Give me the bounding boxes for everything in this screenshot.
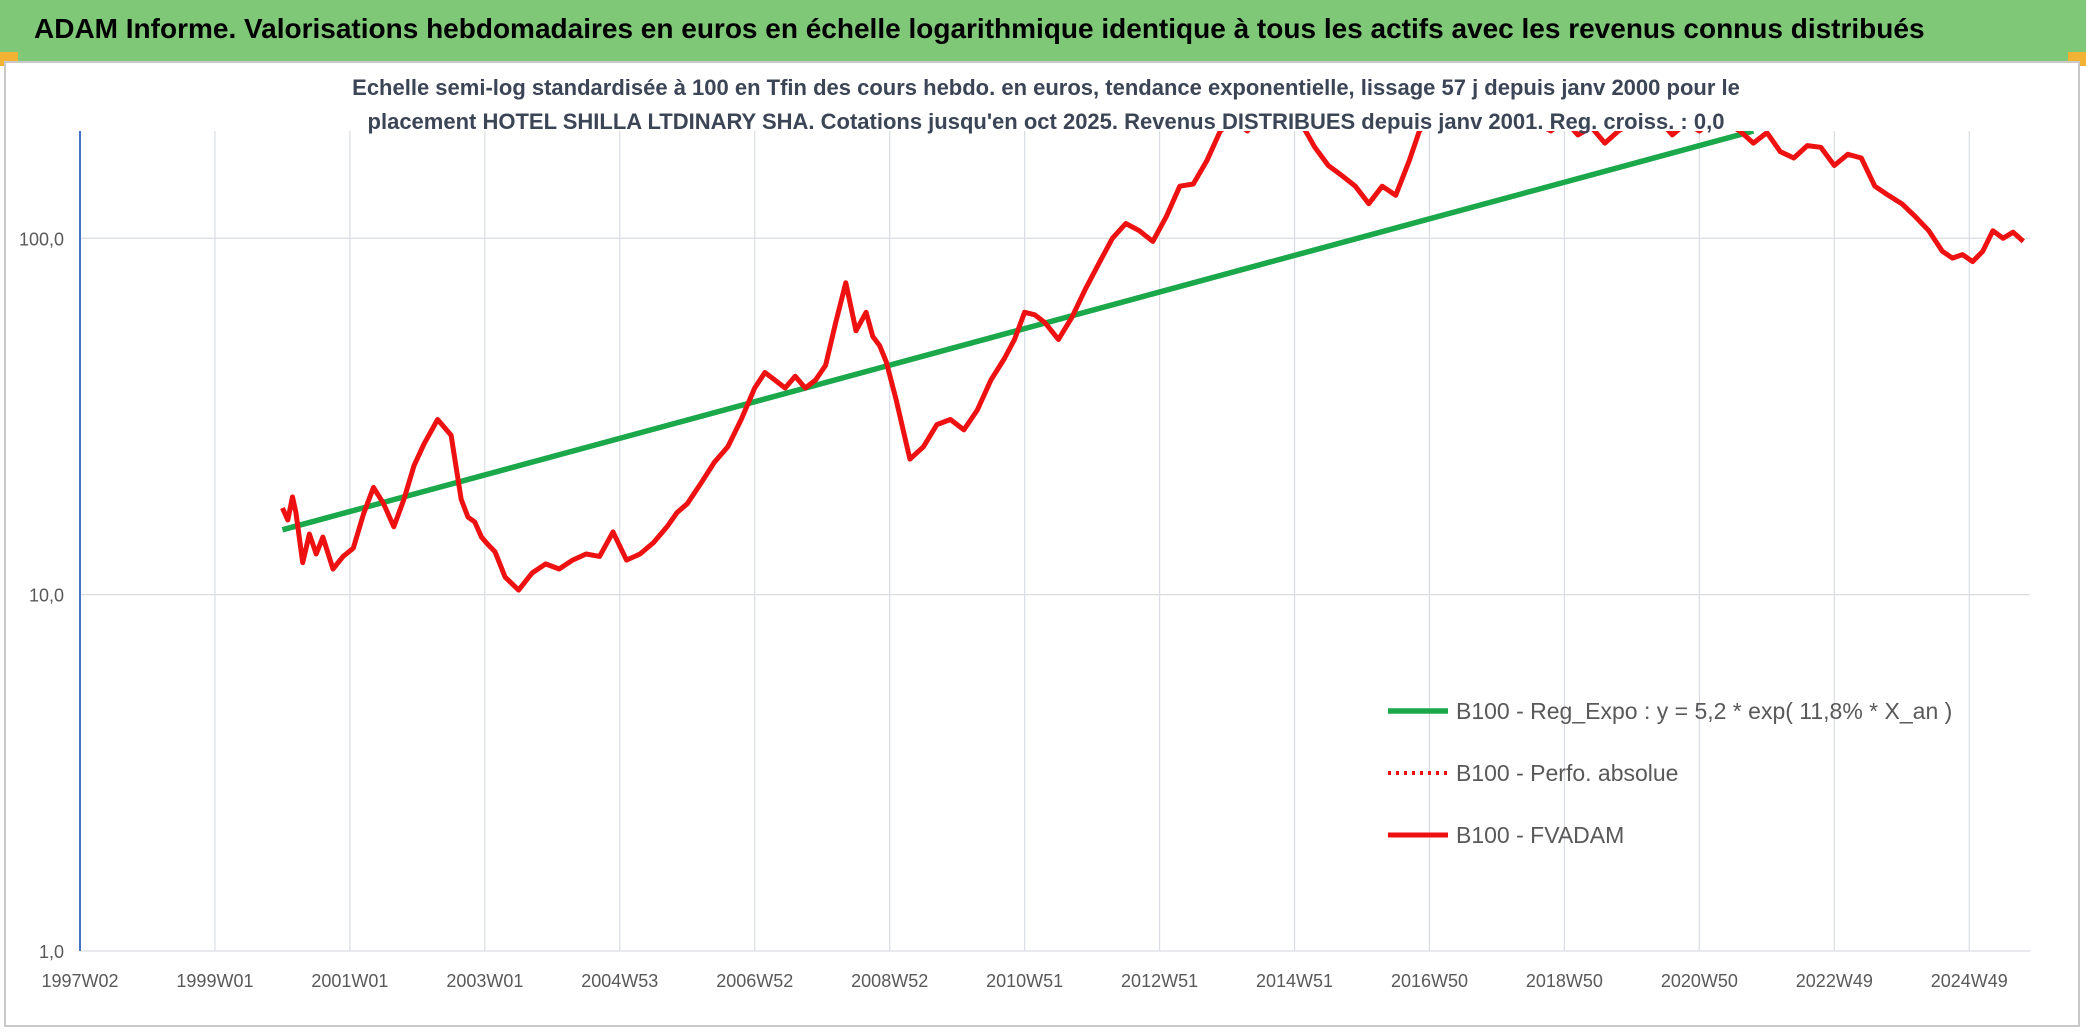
legend-label-0: B100 - Reg_Expo : y = 5,2 * exp( 11,8% *… <box>1456 698 1952 724</box>
x-tick-label-3: 2003W01 <box>446 971 523 991</box>
y-tick-label-2: 1,0 <box>39 942 64 962</box>
chart-frame: Echelle semi-log standardisée à 100 en T… <box>4 61 2080 1027</box>
grid-lines <box>79 131 2030 952</box>
x-tick-label-14: 2024W49 <box>1931 971 2008 991</box>
series-layer <box>280 131 2025 593</box>
x-tick-label-9: 2014W51 <box>1256 971 1333 991</box>
x-tick-labels: 1997W02 1999W01 2001W01 2003W01 2004W53 2006W… <box>41 971 2007 991</box>
x-tick-label-8: 2012W51 <box>1121 971 1198 991</box>
y-tick-label-0: 100,0 <box>19 229 64 249</box>
x-tick-label-12: 2020W50 <box>1661 971 1738 991</box>
x-tick-label-5: 2006W52 <box>716 971 793 991</box>
x-tick-label-10: 2016W50 <box>1391 971 1468 991</box>
semilog-chart: Echelle semi-log standardisée à 100 en T… <box>19 75 2030 991</box>
x-tick-label-1: 1999W01 <box>176 971 253 991</box>
y-tick-label-1: 10,0 <box>29 586 64 606</box>
x-tick-label-7: 2010W51 <box>986 971 1063 991</box>
x-tick-label-6: 2008W52 <box>851 971 928 991</box>
chart-title-line-1: Echelle semi-log standardisée à 100 en T… <box>352 75 1740 100</box>
chart-title-line-2: placement HOTEL SHILLA LTDINARY SHA. Cot… <box>368 109 1725 134</box>
x-tick-label-11: 2018W50 <box>1526 971 1603 991</box>
legend: B100 - Reg_Expo : y = 5,2 * exp( 11,8% *… <box>1388 698 1952 848</box>
x-tick-label-2: 2001W01 <box>311 971 388 991</box>
x-tick-label-0: 1997W02 <box>41 971 118 991</box>
x-tick-label-13: 2022W49 <box>1796 971 1873 991</box>
legend-label-1: B100 - Perfo. absolue <box>1456 760 1678 786</box>
x-tick-label-4: 2004W53 <box>581 971 658 991</box>
report-banner-title: ADAM Informe. Valorisations hebdomadaire… <box>0 0 2086 61</box>
y-tick-labels: 100,0 10,0 1,0 <box>19 229 64 962</box>
series-line-2 <box>280 131 2025 593</box>
legend-label-2: B100 - FVADAM <box>1456 822 1624 848</box>
